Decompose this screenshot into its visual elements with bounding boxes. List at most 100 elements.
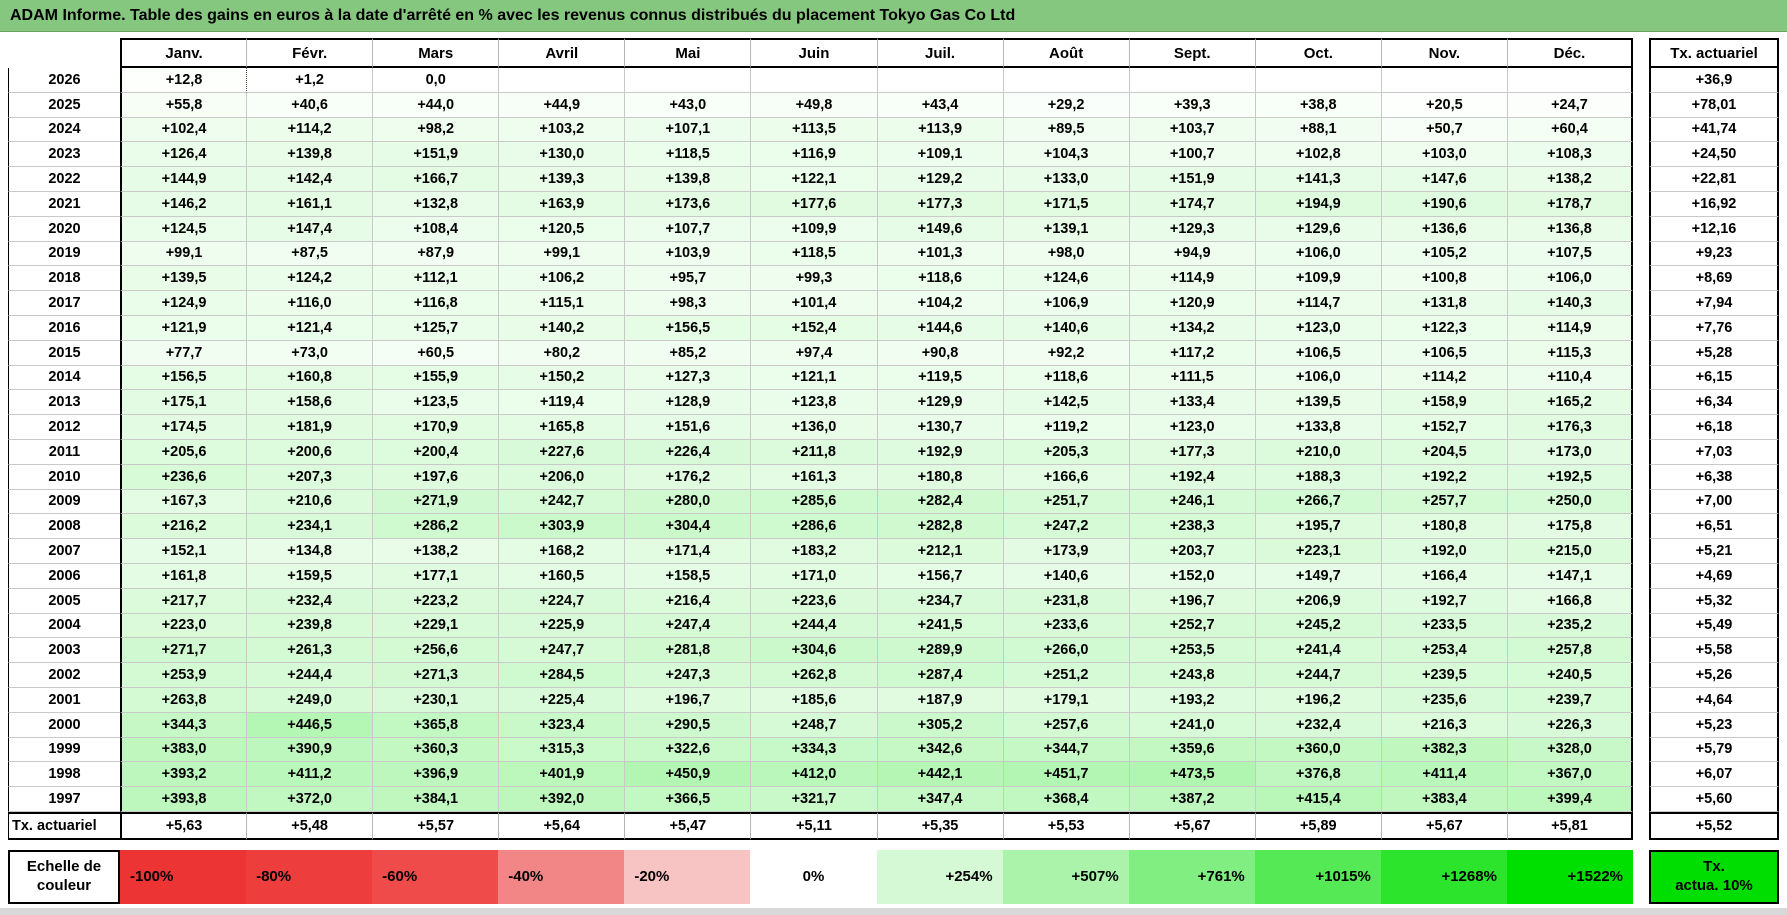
gain-cell[interactable]: +115,3 [1506,340,1633,366]
gain-cell[interactable]: +234,7 [876,588,1003,614]
gain-cell[interactable]: +119,5 [876,365,1003,391]
gain-cell[interactable] [624,68,751,93]
gain-cell[interactable]: +399,4 [1506,787,1633,812]
gain-cell[interactable]: +133,0 [1002,167,1129,192]
month-header[interactable]: Févr. [246,38,373,68]
year-cell[interactable]: 2007 [8,539,120,564]
gain-cell[interactable]: +171,4 [624,539,751,564]
gain-cell[interactable]: +242,7 [498,489,625,515]
gain-cell[interactable]: +185,6 [750,687,877,713]
gain-cell[interactable] [750,68,877,93]
gain-cell[interactable]: +85,2 [624,340,751,366]
gain-cell[interactable]: +106,9 [1002,291,1129,316]
gain-cell[interactable]: +251,2 [1002,663,1129,688]
gain-cell[interactable]: +108,4 [372,216,499,242]
tx-actuariel-value[interactable]: +7,03 [1649,439,1779,465]
gain-cell[interactable]: +253,9 [120,663,247,688]
gain-cell[interactable]: +174,5 [120,415,247,440]
month-header[interactable]: Nov. [1380,38,1507,68]
gain-cell[interactable]: +171,5 [1002,191,1129,217]
year-cell[interactable]: 2012 [8,415,120,440]
tx-actuariel-value[interactable]: +6,34 [1649,390,1779,416]
year-cell[interactable]: 1997 [8,787,120,812]
gain-cell[interactable]: +167,3 [120,489,247,515]
gain-cell[interactable]: +247,3 [624,663,751,688]
gain-cell[interactable]: +77,7 [120,340,247,366]
gain-cell[interactable]: +161,8 [120,563,247,589]
gain-cell[interactable]: +49,8 [750,92,877,118]
gain-cell[interactable]: +173,0 [1506,439,1633,465]
gain-cell[interactable]: +106,5 [1380,340,1507,366]
gain-cell[interactable]: +247,4 [624,613,751,639]
tx-actuariel-value[interactable]: +5,26 [1649,663,1779,688]
gain-cell[interactable]: +152,0 [1128,563,1255,589]
gain-cell[interactable]: +165,8 [498,415,625,440]
year-cell[interactable]: 2009 [8,489,120,515]
gain-cell[interactable]: +235,6 [1380,687,1507,713]
gain-cell[interactable]: +360,3 [372,737,499,763]
gain-cell[interactable]: +233,5 [1380,613,1507,639]
gain-cell[interactable]: +152,1 [120,539,247,564]
gain-cell[interactable]: +192,7 [1380,588,1507,614]
gain-cell[interactable]: +132,8 [372,191,499,217]
gain-cell[interactable]: +98,0 [1002,241,1129,267]
gain-cell[interactable]: +177,6 [750,191,877,217]
gain-cell[interactable]: +181,9 [246,415,373,440]
year-cell[interactable]: 2024 [8,117,120,143]
gain-cell[interactable]: +284,5 [498,663,625,688]
gain-cell[interactable]: +206,0 [498,464,625,490]
gain-cell[interactable]: +147,4 [246,216,373,242]
gain-cell[interactable]: +473,5 [1128,762,1255,788]
gain-cell[interactable]: +171,0 [750,563,877,589]
gain-cell[interactable]: +244,7 [1254,663,1381,688]
gain-cell[interactable]: +139,8 [246,142,373,168]
gain-cell[interactable]: +114,2 [246,117,373,143]
gain-cell[interactable]: +206,9 [1254,588,1381,614]
gain-cell[interactable]: +193,2 [1128,687,1255,713]
gain-cell[interactable]: +192,5 [1506,464,1633,490]
gain-cell[interactable]: +205,3 [1002,439,1129,465]
gain-cell[interactable]: +158,9 [1380,390,1507,416]
gain-cell[interactable]: +160,8 [246,365,373,391]
gain-cell[interactable]: +139,5 [1254,390,1381,416]
gain-cell[interactable]: +175,8 [1506,514,1633,540]
gain-cell[interactable]: +236,6 [120,464,247,490]
gain-cell[interactable] [1506,68,1633,93]
footer-tx-value[interactable]: +5,48 [246,811,373,840]
gain-cell[interactable]: +411,2 [246,762,373,788]
gain-cell[interactable]: +247,7 [498,638,625,664]
gain-cell[interactable]: +159,5 [246,563,373,589]
gain-cell[interactable]: +150,2 [498,365,625,391]
month-header[interactable]: Janv. [120,38,247,68]
gain-cell[interactable]: 0,0 [372,68,499,93]
year-cell[interactable]: 2014 [8,365,120,391]
tx-actuariel-value[interactable]: +9,23 [1649,241,1779,267]
gain-cell[interactable]: +347,4 [876,787,1003,812]
gain-cell[interactable]: +124,5 [120,216,247,242]
year-cell[interactable]: 2022 [8,167,120,192]
gain-cell[interactable]: +216,2 [120,514,247,540]
gain-cell[interactable]: +257,6 [1002,712,1129,738]
gain-cell[interactable]: +142,5 [1002,390,1129,416]
gain-cell[interactable]: +156,5 [624,315,751,341]
tx-actuariel-value[interactable]: +6,15 [1649,365,1779,391]
gain-cell[interactable]: +116,8 [372,291,499,316]
gain-cell[interactable]: +118,6 [1002,365,1129,391]
gain-cell[interactable]: +368,4 [1002,787,1129,812]
gain-cell[interactable]: +359,6 [1128,737,1255,763]
tx-actuariel-value[interactable]: +36,9 [1649,68,1779,93]
year-cell[interactable]: 2005 [8,588,120,614]
gain-cell[interactable]: +261,3 [246,638,373,664]
gain-cell[interactable]: +450,9 [624,762,751,788]
gain-cell[interactable]: +210,6 [246,489,373,515]
gain-cell[interactable]: +140,6 [1002,563,1129,589]
gain-cell[interactable]: +196,7 [1128,588,1255,614]
tx-actuariel-value[interactable]: +5,28 [1649,340,1779,366]
gain-cell[interactable]: +120,5 [498,216,625,242]
gain-cell[interactable]: +305,2 [876,712,1003,738]
gain-cell[interactable]: +121,9 [120,315,247,341]
gain-cell[interactable]: +197,6 [372,464,499,490]
gain-cell[interactable]: +107,1 [624,117,751,143]
tx-actuariel-value[interactable]: +7,94 [1649,291,1779,316]
year-cell[interactable]: 2020 [8,216,120,242]
